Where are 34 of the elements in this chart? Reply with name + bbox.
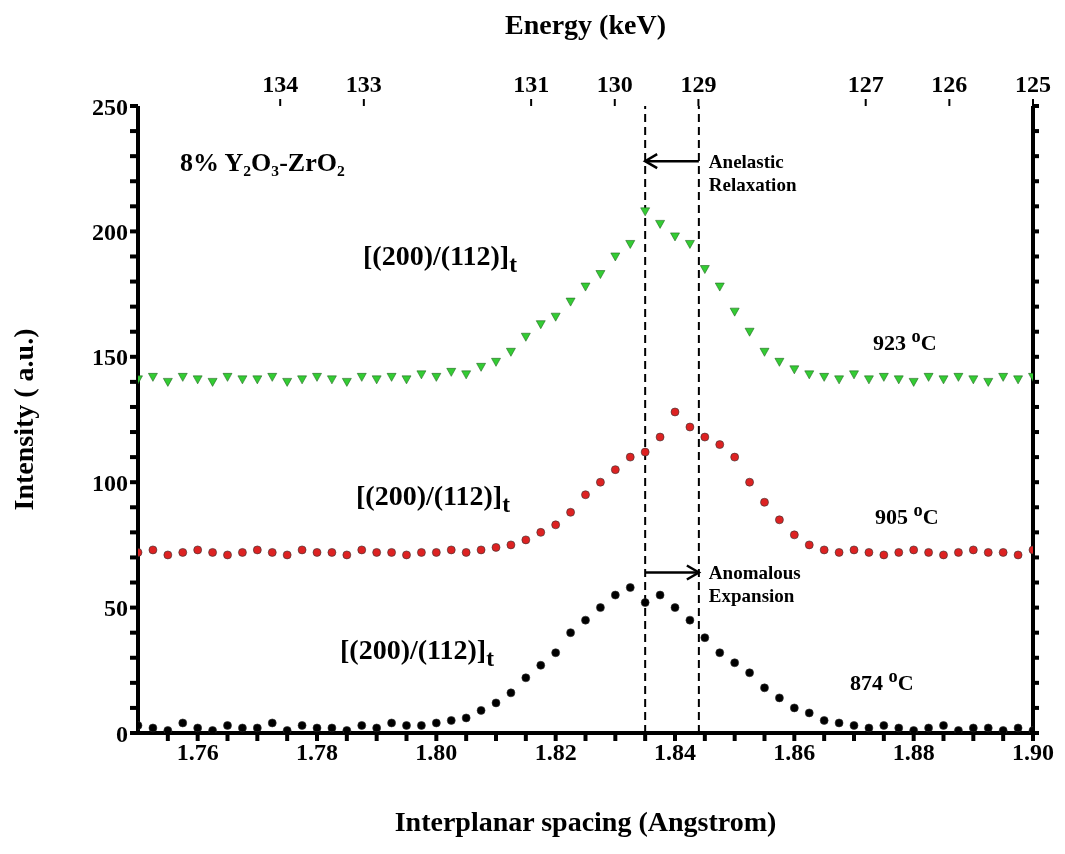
- y-tick-label: 50: [104, 595, 128, 622]
- y-axis-title: Intensity ( a.u.): [7, 328, 39, 511]
- x-tick-label: 1.86: [773, 739, 816, 766]
- annotation: [(200)/(112)]$_{t}$: [363, 240, 517, 278]
- x-axis-title: Interplanar spacing (Angstrom): [394, 806, 777, 837]
- x-tick-label: 1.76: [176, 739, 219, 766]
- x2-tick-label: 125: [1015, 71, 1051, 97]
- x2-tick-label: 131: [513, 71, 550, 97]
- y-tick-label: 100: [92, 469, 128, 496]
- y-tick-label: 0: [116, 720, 128, 747]
- y-tick-label: 200: [92, 218, 128, 245]
- x-tick-label: 1.80: [415, 739, 458, 766]
- annotation: [(200)/(112)]$_{t}$: [356, 480, 510, 518]
- x2-axis-title: Energy (keV): [505, 9, 666, 40]
- annotation: 874 $^{o}$C: [850, 666, 914, 697]
- x-tick-label: 1.78: [296, 739, 338, 766]
- annotation: 905 $^{o}$C: [875, 500, 939, 531]
- annotation: Anomalous Expansion: [708, 561, 801, 606]
- x-tick-label: 1.90: [1012, 739, 1054, 766]
- x2-tick-label: 129: [680, 71, 717, 97]
- y-tick-label: 250: [92, 93, 128, 120]
- x-tick-label: 1.82: [534, 739, 577, 766]
- x-tick-label: 1.84: [654, 739, 696, 766]
- annotation: 923 $^{o}$C: [873, 326, 937, 357]
- x2-tick-label: 130: [596, 71, 633, 97]
- y-tick-label: 150: [92, 344, 128, 371]
- x2-tick-label: 126: [931, 71, 968, 97]
- x2-tick-label: 134: [262, 71, 299, 97]
- annotation: [(200)/(112)]$_{t}$: [340, 634, 494, 672]
- annotation: Anelastic Relaxation: [708, 150, 797, 195]
- x-tick-label: 1.88: [892, 739, 935, 766]
- annotation: 8% Y₂O₃-ZrO₂: [180, 148, 345, 178]
- x2-tick-label: 133: [345, 71, 382, 97]
- x2-tick-label: 127: [847, 71, 884, 97]
